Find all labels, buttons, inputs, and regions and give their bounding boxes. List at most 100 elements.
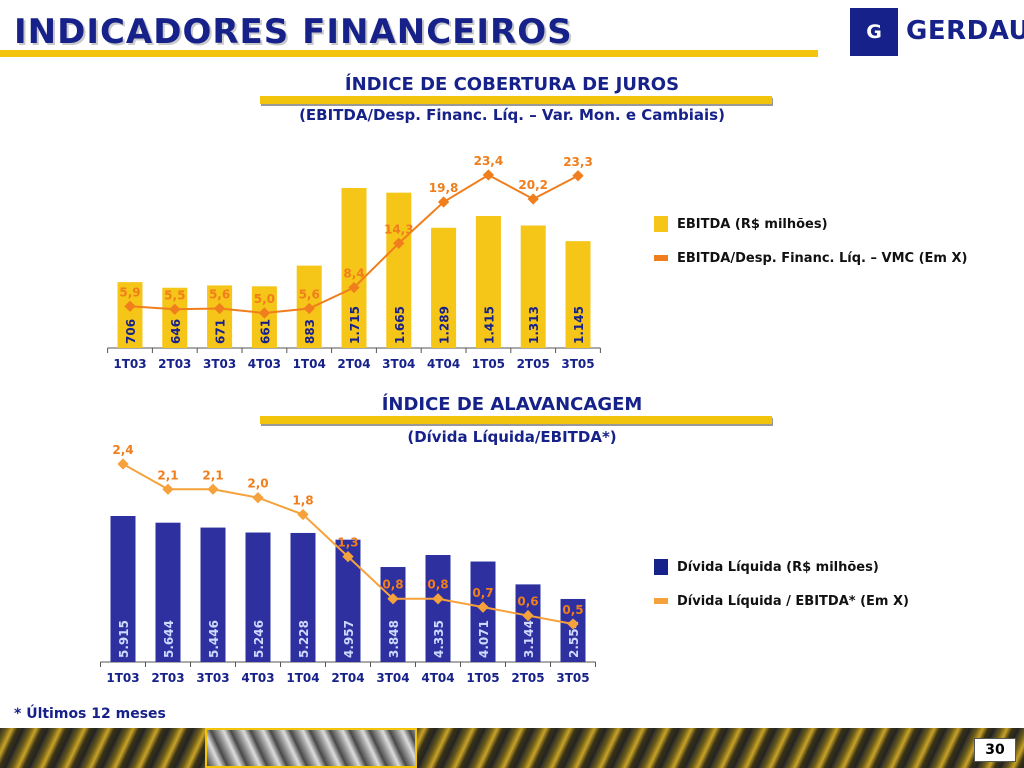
line-value-label: 20,2 (518, 178, 548, 192)
bar-value-label: 646 (169, 319, 183, 344)
bar (425, 554, 451, 662)
bar (245, 532, 271, 662)
bar-value-label: 1.313 (527, 306, 541, 344)
line-value-label: 0,8 (427, 578, 448, 592)
bar-value-label: 706 (124, 319, 138, 344)
bar (155, 522, 181, 662)
line-point (527, 193, 539, 205)
x-tick-label: 1T04 (293, 357, 326, 371)
bar-value-label: 4.335 (432, 620, 446, 658)
bar-value-label: 5.644 (162, 620, 176, 658)
line-point (303, 302, 315, 315)
chart1-title: ÍNDICE DE COBERTURA DE JUROS (344, 74, 680, 95)
footer-banner (0, 728, 1024, 768)
line-point (213, 302, 226, 315)
x-tick-label: 4T04 (421, 671, 454, 685)
chart2-plot: 5.915 5.644 5.446 5.246 5.228 4.957 3.848 4.335… (100, 443, 596, 685)
line-value-label: 0,6 (517, 595, 538, 609)
bar-value-label: 4.071 (477, 620, 491, 658)
x-tick-label: 4T03 (241, 671, 274, 685)
chart2-subtitle: (Dívida Líquida/EBITDA*) (407, 428, 617, 446)
line-value-label: 1,8 (292, 494, 313, 508)
legend-swatch-icon (654, 559, 668, 575)
bar (565, 241, 591, 348)
page-number: 30 (974, 738, 1016, 762)
chart1-plot: 706 646 671 661 883 1.715 1.665 1.289 1.415 1.313… (107, 154, 601, 371)
x-tick-label: 1T03 (113, 357, 146, 371)
legend-line-icon (654, 598, 668, 604)
x-tick-label: 4T04 (427, 357, 460, 371)
x-tick-label: 1T05 (466, 671, 499, 685)
bar (515, 584, 541, 662)
line-value-label: 5,9 (119, 285, 140, 299)
x-tick-label: 3T03 (203, 357, 236, 371)
bar-value-label: 671 (214, 319, 228, 344)
line-value-label: 0,7 (472, 586, 493, 600)
x-tick-label: 3T03 (196, 671, 229, 685)
line-point (387, 593, 399, 605)
bar (520, 225, 546, 348)
chart2-legend-bar-label: Dívida Líquida (R$ milhões) (677, 559, 879, 575)
line-point (258, 307, 271, 319)
title-underline (0, 50, 818, 57)
bar (386, 192, 412, 348)
x-tick-label: 1T04 (286, 671, 319, 685)
line-value-label: 5,6 (209, 288, 230, 302)
chart2-title-rule (260, 416, 772, 424)
line-value-label: 2,4 (112, 443, 133, 457)
line-point (432, 593, 444, 605)
bar-value-label: 3.144 (522, 620, 536, 658)
chart2-legend-bar: Dívida Líquida (R$ milhões) (654, 555, 909, 579)
line-point (162, 483, 174, 495)
bar (290, 532, 316, 662)
line-value-label: 19,8 (429, 181, 459, 195)
bar-value-label: 1.715 (348, 306, 362, 344)
chart1-legend-line: EBITDA/Desp. Financ. Líq. – VMC (Em X) (654, 246, 967, 270)
line-value-label: 1,3 (337, 536, 358, 550)
legend-swatch-icon (654, 216, 668, 232)
bar (341, 188, 367, 348)
line-point (477, 601, 489, 613)
chart2-legend-line-label: Dívida Líquida / EBITDA* (Em X) (677, 593, 909, 609)
x-tick-label: 2T04 (331, 671, 364, 685)
footnote: * Últimos 12 meses (14, 706, 166, 722)
line-value-label: 8,4 (343, 267, 364, 281)
line-value-label: 5,5 (164, 288, 185, 302)
x-tick-label: 1T05 (472, 357, 505, 371)
bar (380, 567, 406, 662)
x-tick-label: 1T03 (106, 671, 139, 685)
bar-value-label: 5.915 (117, 620, 131, 658)
bar (200, 527, 226, 662)
bar (207, 285, 233, 348)
bar-value-label: 2.554 (567, 620, 581, 658)
line-point (567, 618, 579, 630)
line-point (252, 492, 264, 504)
bar-value-label: 3.848 (387, 620, 401, 658)
bar (162, 287, 188, 348)
chart2-title: ÍNDICE DE ALAVANCAGEM (381, 394, 643, 415)
line-value-label: 0,8 (382, 578, 403, 592)
logo-mark-icon: G (850, 8, 898, 56)
line-value-label: 5,6 (299, 288, 320, 302)
bar-value-label: 4.957 (342, 620, 356, 658)
chart2-legend-line: Dívida Líquida / EBITDA* (Em X) (654, 589, 909, 613)
line-value-label: 2,1 (202, 468, 223, 482)
line-point (169, 303, 181, 315)
bar-value-label: 1.665 (393, 306, 407, 344)
x-tick-label: 2T05 (511, 671, 544, 685)
bar-value-label: 1.145 (572, 306, 586, 344)
bar-value-label: 661 (258, 319, 272, 344)
x-tick-label: 4T03 (248, 357, 281, 371)
chart1-legend-line-label: EBITDA/Desp. Financ. Líq. – VMC (Em X) (677, 250, 968, 266)
line-value-label: 0,5 (562, 603, 583, 617)
bar (117, 282, 143, 348)
x-tick-label: 2T05 (517, 357, 550, 371)
legend-line-icon (654, 255, 668, 261)
gerdau-logo: G GERDAU (850, 8, 1024, 58)
x-tick-label: 3T05 (561, 357, 594, 371)
chart2-legend: Dívida Líquida (R$ milhões) Dívida Líqui… (654, 555, 909, 613)
bar-value-label: 1.415 (482, 306, 496, 344)
line-value-label: 23,4 (474, 154, 504, 168)
line-point (348, 281, 360, 294)
bar (110, 516, 136, 662)
